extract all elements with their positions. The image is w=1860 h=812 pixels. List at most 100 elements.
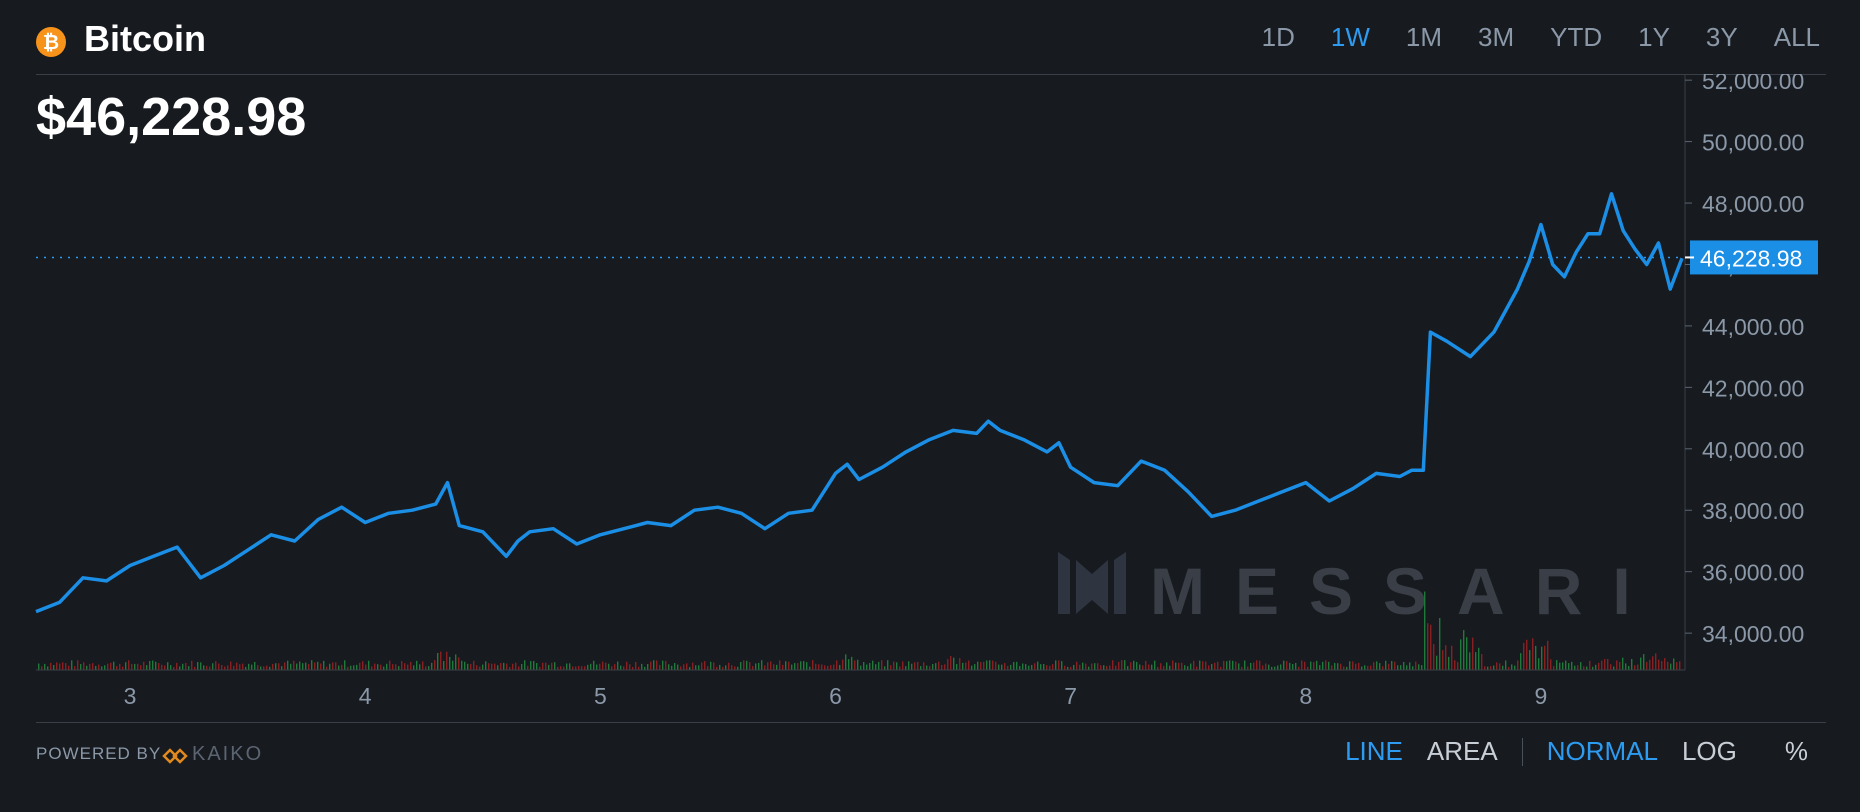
range-3y[interactable]: 3Y	[1705, 22, 1738, 52]
volume-bar	[56, 662, 58, 670]
volume-bar	[1220, 666, 1222, 670]
volume-bar	[1643, 654, 1645, 670]
volume-bar	[1112, 660, 1114, 670]
volume-bar	[722, 666, 724, 670]
provider-name: KAIKO	[192, 743, 264, 765]
volume-bar	[506, 663, 508, 670]
volume-bar	[824, 665, 826, 670]
volume-bar	[620, 665, 622, 670]
volume-bar	[848, 659, 850, 670]
volume-bar	[404, 663, 406, 670]
volume-bar	[1637, 664, 1639, 670]
volume-bar	[920, 666, 922, 670]
volume-bar	[137, 663, 139, 670]
volume-bar	[914, 662, 916, 670]
volume-bar	[365, 664, 367, 670]
volume-bar	[893, 661, 895, 670]
volume-bar	[1061, 661, 1063, 670]
volume-bar	[1160, 663, 1162, 670]
volume-bar	[1169, 665, 1171, 670]
volume-bar	[266, 665, 268, 670]
volume-bar	[191, 660, 193, 670]
volume-bar	[1013, 662, 1015, 670]
volume-bar	[272, 663, 274, 670]
volume-bar	[1415, 661, 1417, 670]
volume-bar	[374, 663, 376, 670]
volume-bar	[1103, 665, 1105, 670]
volume-bar	[674, 662, 676, 670]
volume-bar	[1295, 662, 1297, 670]
volume-bar	[770, 661, 772, 670]
volume-bar	[542, 662, 544, 670]
volume-bar	[1181, 662, 1183, 670]
volume-bar	[1229, 660, 1231, 670]
volume-bar	[1031, 664, 1033, 670]
range-1m[interactable]: 1M	[1405, 22, 1442, 52]
volume-bar	[968, 660, 970, 670]
range-all[interactable]: ALL	[1773, 22, 1820, 52]
volume-bar	[800, 661, 802, 670]
volume-bar	[659, 664, 661, 670]
volume-bar	[362, 661, 364, 670]
volume-bar	[1559, 662, 1561, 670]
volume-bar	[392, 664, 394, 670]
volume-bar	[1574, 665, 1576, 670]
current-price: $46,228.98	[36, 87, 307, 147]
scale-log[interactable]: LOG	[1681, 736, 1737, 766]
volume-bar	[941, 664, 943, 670]
volume-bar	[173, 666, 175, 670]
range-ytd[interactable]: YTD	[1550, 22, 1603, 52]
range-1w[interactable]: 1W	[1330, 22, 1370, 52]
volume-bar	[434, 660, 436, 670]
volume-bar	[1499, 663, 1501, 670]
price-chart[interactable]: MESSARI52,000.0050,000.0048,000.0046,000…	[0, 74, 1860, 722]
volume-bar	[944, 664, 946, 670]
volume-bar	[179, 666, 181, 670]
volume-bar	[512, 663, 514, 670]
volume-bar	[188, 666, 190, 670]
volume-bar	[632, 666, 634, 670]
style-area[interactable]: AREA	[1426, 736, 1498, 766]
volume-bar	[95, 665, 97, 670]
volume-bar	[311, 660, 313, 670]
volume-bar	[641, 663, 643, 670]
y-tick-label: 36,000.00	[1702, 560, 1804, 586]
volume-bar	[1115, 665, 1117, 670]
range-3m[interactable]: 3M	[1477, 22, 1515, 52]
scale-percent[interactable]: %	[1784, 736, 1808, 766]
volume-bar	[1133, 660, 1135, 670]
volume-bar	[896, 662, 898, 670]
range-1d[interactable]: 1D	[1261, 22, 1295, 52]
volume-bar	[890, 665, 892, 670]
volume-bar	[215, 661, 217, 670]
messari-logo-icon	[1058, 552, 1126, 614]
volume-bar	[788, 661, 790, 670]
volume-bar	[1082, 662, 1084, 670]
volume-bar	[1613, 666, 1615, 670]
volume-bar	[1679, 661, 1681, 670]
volume-bar	[101, 666, 103, 670]
volume-bar	[1118, 661, 1120, 670]
range-1y[interactable]: 1Y	[1638, 22, 1670, 52]
volume-bar	[98, 664, 100, 670]
volume-bar	[1568, 663, 1570, 670]
volume-bar	[995, 661, 997, 670]
volume-bar	[935, 663, 937, 670]
volume-bar	[1493, 665, 1495, 670]
volume-bar	[1322, 661, 1324, 670]
volume-bar	[1238, 663, 1240, 670]
scale-normal[interactable]: NORMAL	[1546, 736, 1658, 766]
y-tick-label: 48,000.00	[1702, 191, 1804, 217]
volume-bar	[425, 666, 427, 670]
volume-bar	[1349, 661, 1351, 670]
volume-bar	[92, 663, 94, 670]
volume-bar	[1418, 664, 1420, 670]
volume-bar	[917, 661, 919, 670]
volume-bar	[1292, 664, 1294, 670]
volume-bar	[407, 664, 409, 670]
volume-bar	[725, 665, 727, 670]
style-line[interactable]: LINE	[1345, 736, 1403, 766]
volume-bar	[110, 662, 112, 670]
volume-bar	[203, 665, 205, 670]
volume-bar	[230, 661, 232, 670]
